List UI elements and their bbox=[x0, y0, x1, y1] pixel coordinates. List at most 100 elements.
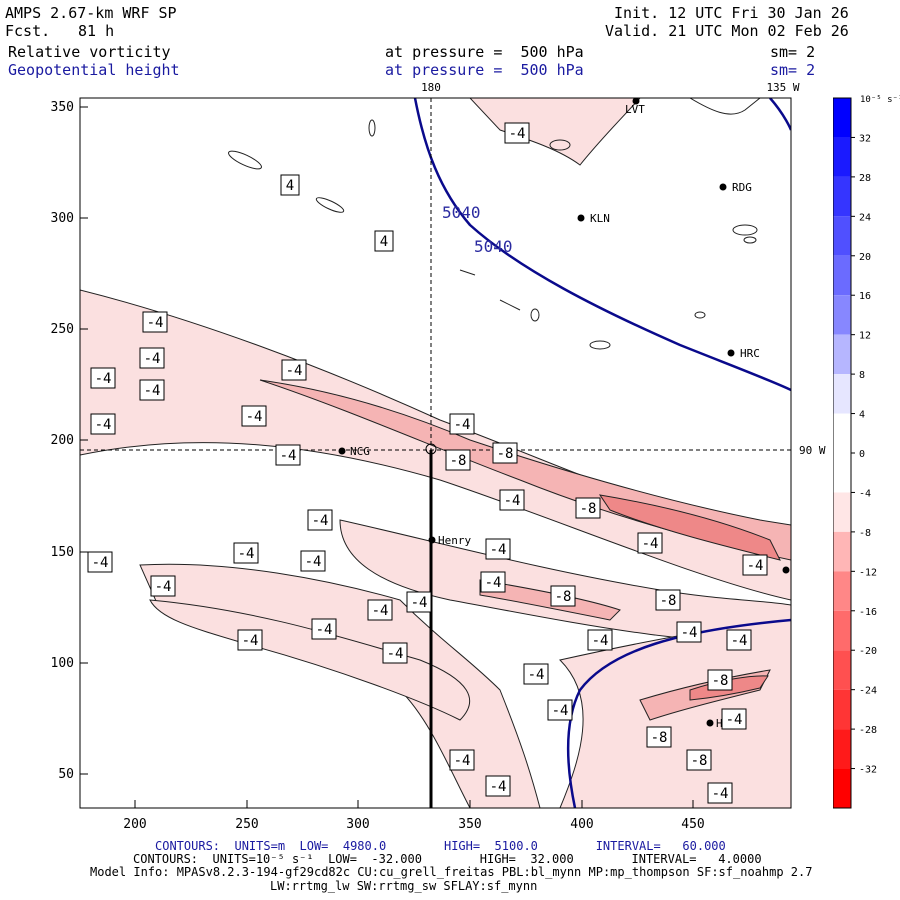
svg-text:-4: -4 bbox=[731, 633, 748, 649]
vorticity-max-1 bbox=[598, 494, 781, 561]
svg-text:-4: -4 bbox=[242, 633, 259, 649]
contour-value-label: -4 bbox=[523, 663, 549, 685]
geopotential-label: 5040 bbox=[474, 237, 513, 256]
contour-value-label: -8 bbox=[492, 442, 518, 464]
colorbar-tick-label: -28 bbox=[859, 725, 877, 736]
model-info-line2: LW:rrtmg_lw SW:rrtmg_sw SFLAY:sf_mynn bbox=[270, 879, 538, 893]
svg-text:-4: -4 bbox=[726, 712, 743, 728]
colorbar-tick-label: -12 bbox=[859, 567, 877, 578]
svg-text:-4: -4 bbox=[280, 448, 297, 464]
svg-text:-4: -4 bbox=[144, 351, 161, 367]
svg-text:-4: -4 bbox=[485, 575, 502, 591]
svg-text:-4: -4 bbox=[454, 753, 471, 769]
svg-text:-4: -4 bbox=[387, 646, 404, 662]
svg-text:-4: -4 bbox=[95, 371, 112, 387]
contour-value-label: -4 bbox=[587, 629, 613, 651]
meridian-mark: 135 W bbox=[766, 81, 799, 94]
svg-text:-4: -4 bbox=[372, 603, 389, 619]
contour-value-label: -4 bbox=[233, 542, 259, 564]
colorbar-tick-label: -4 bbox=[859, 488, 871, 499]
svg-text:-4: -4 bbox=[147, 315, 164, 331]
svg-text:-4: -4 bbox=[144, 383, 161, 399]
colorbar-segment bbox=[833, 610, 851, 651]
contour-value-label: -4 bbox=[449, 413, 475, 435]
y-tick-label: 300 bbox=[51, 211, 74, 226]
contour-value-label: -4 bbox=[406, 591, 432, 613]
x-tick-label: 250 bbox=[235, 817, 258, 832]
field1-name: Relative vorticity bbox=[8, 43, 171, 61]
contour-value-label: -4 bbox=[742, 554, 768, 576]
x-tick-label: 200 bbox=[123, 817, 146, 832]
contour-value-label: 4 bbox=[374, 230, 394, 252]
contour-value-label: -4 bbox=[382, 642, 408, 664]
contour-value-label: -4 bbox=[307, 509, 333, 531]
contour-value-label: -4 bbox=[275, 444, 301, 466]
contour-value-label: -4 bbox=[311, 618, 337, 640]
svg-text:-8: -8 bbox=[660, 593, 677, 609]
colorbar-segment bbox=[833, 255, 851, 296]
station-label: Henry bbox=[438, 534, 471, 547]
svg-text:-8: -8 bbox=[555, 589, 572, 605]
svg-text:-4: -4 bbox=[95, 417, 112, 433]
svg-text:-8: -8 bbox=[712, 673, 729, 689]
contour-value-label: -4 bbox=[676, 621, 702, 643]
colorbar-segment bbox=[833, 176, 851, 217]
svg-text:-4: -4 bbox=[305, 554, 322, 570]
contour-value-label: -4 bbox=[237, 629, 263, 651]
svg-text:4: 4 bbox=[380, 234, 388, 250]
contour-info-height: CONTOURS: UNITS=m LOW= 4980.0 HIGH= 5100… bbox=[155, 839, 726, 853]
colorbar-tick-label: 0 bbox=[859, 449, 865, 460]
colorbar-tick-label: 8 bbox=[859, 370, 865, 381]
colorbar-segment bbox=[833, 571, 851, 611]
contour-value-label: -4 bbox=[480, 571, 506, 593]
x-tick-label: 400 bbox=[570, 817, 593, 832]
contour-value-label: -8 bbox=[686, 749, 712, 771]
colorbar-segment bbox=[833, 137, 851, 177]
contour-value-label: -4 bbox=[150, 575, 176, 597]
contour-value-label: -4 bbox=[449, 749, 475, 771]
colorbar-segment bbox=[833, 216, 851, 256]
svg-text:-4: -4 bbox=[286, 363, 303, 379]
colorbar-segment bbox=[833, 729, 851, 769]
contour-labels: -4 4 4 -4 -4 -4 -4 -4 -4 -4 -4 -4 -8 -8 -4 -8 -4 -4 -4 -4 -4… bbox=[87, 122, 768, 804]
svg-text:-8: -8 bbox=[580, 501, 597, 517]
svg-text:-4: -4 bbox=[642, 536, 659, 552]
svg-text:-4: -4 bbox=[504, 493, 521, 509]
svg-text:-4: -4 bbox=[509, 126, 526, 142]
colorbar-tick-label: -32 bbox=[859, 765, 877, 776]
svg-text:-4: -4 bbox=[592, 633, 609, 649]
contour-value-label: -4 bbox=[637, 532, 663, 554]
contour-value-label: -4 bbox=[367, 599, 393, 621]
station-label: RDG bbox=[732, 181, 752, 194]
svg-text:-4: -4 bbox=[552, 703, 569, 719]
model-info: Model Info: MPASv8.2.3-194-gf29cd82c CU:… bbox=[90, 865, 813, 879]
svg-text:-4: -4 bbox=[490, 542, 507, 558]
colorbar-segment bbox=[833, 295, 851, 335]
y-tick-label: 350 bbox=[51, 100, 74, 115]
contour-value-label: -4 bbox=[300, 550, 326, 572]
svg-text:-8: -8 bbox=[651, 730, 668, 746]
field2-level: at pressure = 500 hPa bbox=[385, 61, 584, 79]
colorbar-tick-label: 24 bbox=[859, 212, 871, 223]
x-tick-label: 350 bbox=[458, 817, 481, 832]
init-time: Init. 12 UTC Fri 30 Jan 26 bbox=[614, 4, 849, 22]
svg-text:-8: -8 bbox=[450, 453, 467, 469]
contour-value-label: -4 bbox=[139, 347, 165, 369]
svg-text:-4: -4 bbox=[238, 546, 255, 562]
svg-text:-4: -4 bbox=[92, 555, 109, 571]
contour-value-label: -4 bbox=[281, 359, 307, 381]
colorbar-tick-label: 16 bbox=[859, 291, 871, 302]
svg-text:-4: -4 bbox=[246, 409, 263, 425]
svg-text:-4: -4 bbox=[316, 622, 333, 638]
forecast-hours: 81 h bbox=[78, 22, 115, 40]
y-tick-label: 50 bbox=[58, 767, 74, 782]
svg-text:4: 4 bbox=[286, 178, 294, 194]
svg-text:-4: -4 bbox=[312, 513, 329, 529]
contour-value-label: -4 bbox=[139, 379, 165, 401]
contour-value-label: -4 bbox=[499, 489, 525, 511]
contour-value-label: -8 bbox=[707, 669, 733, 691]
contour-value-label: -4 bbox=[721, 708, 747, 730]
colorbar-segment bbox=[833, 531, 851, 572]
geopotential-contour-north bbox=[413, 98, 791, 392]
